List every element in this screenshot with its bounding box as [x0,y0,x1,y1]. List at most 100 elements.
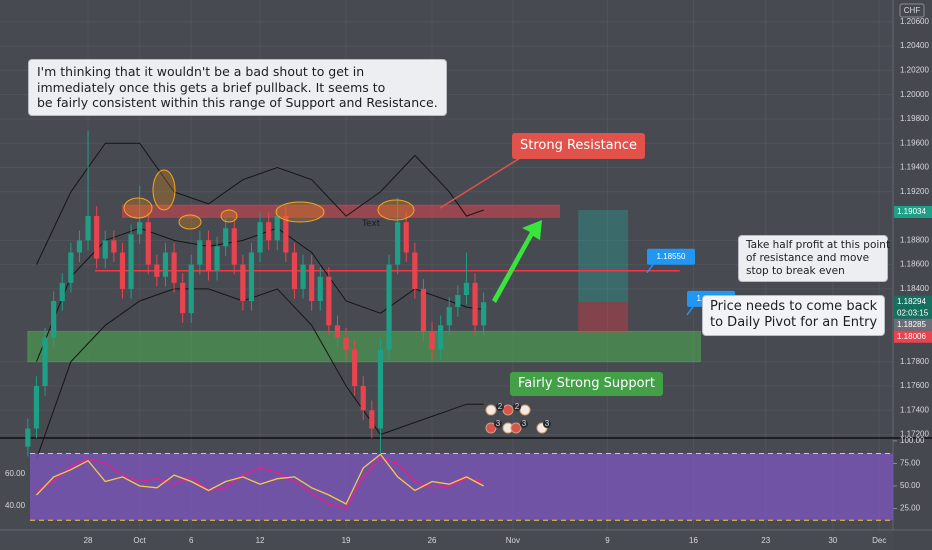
support-note: Fairly Strong Support [510,372,664,397]
candle-body [291,252,298,289]
callout-box [647,248,695,265]
event-icon [510,422,522,434]
candle-body [274,216,280,241]
candle-body [395,222,401,265]
candle-body [128,234,134,289]
price-label-box [894,330,932,343]
candles: 1.18550 1.18285 1.19034 1.18294 02:03:15 1.18… [25,131,932,460]
note-line: be fairly consistent within this range o… [37,95,438,111]
candle-body [257,222,263,253]
y-tick-label: 1.18800 [900,235,929,244]
event-count: 3 [545,419,550,428]
candle-body [25,428,31,447]
candle-body [231,228,237,265]
zones [27,204,701,363]
y-tick-label: 1.20600 [900,17,929,26]
text-marker: Text [362,219,381,229]
candle-body [171,252,177,283]
price-label: 1.18285 [897,320,926,329]
candle-body [283,216,289,253]
note-line: to Daily Pivot for an Entry [710,315,878,331]
candle-body [472,282,478,326]
rsi-tick-label: 50.00 [900,481,921,490]
candle-body [33,386,40,429]
candle-body [420,288,427,332]
candle-body [111,240,117,253]
event-icon [519,404,531,416]
overlay [123,157,542,303]
rsi-tick-label: 25.00 [900,504,921,513]
highlight [152,169,176,211]
y-tick-label: 1.17800 [900,357,929,366]
band-upper [36,142,484,265]
candle-body [266,222,272,241]
connector [439,157,521,209]
y-tick-label: 1.18600 [900,260,929,269]
price-label: 1.18006 [897,332,926,341]
note-line: I'm thinking that it wouldn't be a bad s… [37,64,365,79]
y-tick-label: 1.19400 [900,163,929,172]
candle-body [205,240,212,271]
note-line: Price needs to come back [710,299,878,314]
rsi-tick-label: 75.00 [900,459,921,468]
candle-body [369,410,375,429]
candle-body [240,264,246,302]
candle-body [455,294,461,308]
event-icon [485,404,497,416]
y-tick-label: 1.20000 [900,90,929,99]
support-zone [27,330,701,363]
price-label: 1.18294 [897,297,926,306]
candle-body [412,252,418,289]
candle-body [360,386,366,411]
event-badge [496,403,504,411]
note-line: stop to break even [746,265,845,278]
candle-body [197,240,203,265]
x-tick-label: 16 [689,536,698,545]
candle-body [180,282,186,314]
rsi-line [36,453,485,505]
candle-body [162,252,169,277]
x-tick-label: 28 [84,536,93,545]
event-count: 2 [498,402,503,411]
x-tick-label: 23 [761,536,770,545]
event-badge [543,420,551,428]
y-tick-label: 1.20200 [900,66,929,75]
y-tick-label: 1.19800 [900,114,929,123]
candle-body [85,216,91,241]
candle-body [343,337,349,350]
candle-body [438,325,444,350]
callout-pointer [646,264,654,274]
position-target [578,210,629,303]
y-tick-label: 1.17400 [900,405,929,414]
event-icon [502,404,514,416]
y-tick-label: 1.20400 [900,41,929,50]
candle-body [188,264,194,314]
x-tick-label: 26 [428,536,437,545]
highlight [178,214,202,230]
candle-body [481,302,487,326]
candle-body [42,337,48,387]
candle-body [326,276,332,326]
candle-body [137,222,143,235]
candle-body [352,349,358,387]
currency: CHF [904,6,921,15]
pivot-note: Price needs to come back to Daily Pivot … [702,295,886,336]
candle-body [59,282,65,302]
y-tick-label: 1.19600 [900,138,929,147]
candle-body [102,240,108,259]
event-count: 2 [515,402,520,411]
intro-note: I'm thinking that it wouldn't be a bad s… [28,59,447,116]
y-tick-label: 1.17200 [900,430,929,439]
note-line: of resistance and move [746,252,870,265]
candle-body [429,331,435,350]
candle-body [154,264,160,277]
rsi-band-fill [30,453,893,521]
price-label: 1.19034 [897,207,926,216]
timer: 02:03:15 [897,308,929,317]
y-tick-label: 1.19200 [900,187,929,196]
resistance-note: Strong Resistance [512,133,646,160]
rsi-tick-label: 100.00 [900,436,925,445]
position-stop [578,302,629,333]
x-tick-label: 12 [256,536,265,545]
band-lower [36,288,484,460]
